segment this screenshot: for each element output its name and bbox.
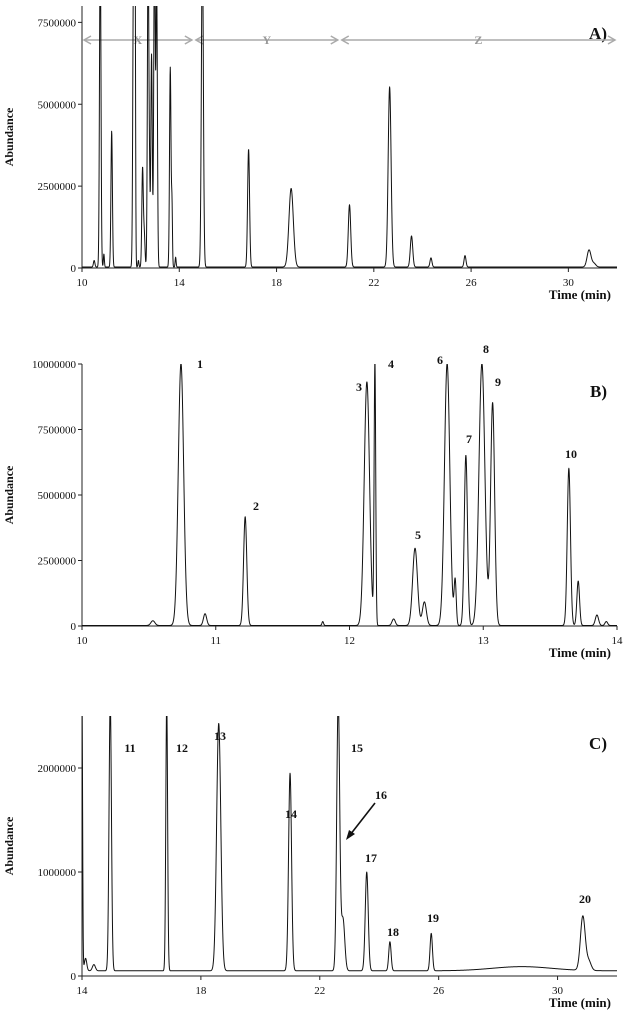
y-tick-label: 7500000 xyxy=(38,425,77,437)
y-tick-label: 5000000 xyxy=(38,490,77,502)
region-label: X xyxy=(134,33,143,47)
x-tick-label: 14 xyxy=(77,985,89,997)
x-tick-label: 22 xyxy=(368,277,379,289)
peak-label: 5 xyxy=(415,528,421,542)
y-tick-label: 2500000 xyxy=(38,181,77,193)
x-axis-title: Time (min) xyxy=(549,645,611,660)
y-tick-label: 0 xyxy=(71,621,77,633)
peak-label: 17 xyxy=(365,851,377,865)
panel-label: C) xyxy=(589,734,607,753)
panel-label: A) xyxy=(589,24,607,43)
peak-label: 11 xyxy=(124,741,135,755)
peak-label: 19 xyxy=(427,911,439,925)
y-tick-label: 1000000 xyxy=(38,867,77,879)
x-tick-label: 10 xyxy=(77,635,89,647)
chromatogram-trace xyxy=(82,716,617,972)
y-axis-title: Abundance xyxy=(2,107,16,166)
y-axis-title: Abundance xyxy=(2,816,16,875)
chromatogram-trace xyxy=(82,364,617,626)
region-arrow-head xyxy=(194,35,204,45)
peak-label: 13 xyxy=(214,729,226,743)
x-axis-title: Time (min) xyxy=(549,287,611,302)
peak-label: 10 xyxy=(565,447,577,461)
x-tick-label: 18 xyxy=(195,985,207,997)
x-tick-label: 12 xyxy=(344,635,355,647)
region-arrow-head xyxy=(330,35,340,45)
y-tick-label: 2000000 xyxy=(38,763,77,775)
peak-16-arrow-head xyxy=(346,830,355,840)
peak-label: 12 xyxy=(176,741,188,755)
region-label: Y xyxy=(262,33,271,47)
x-tick-label: 14 xyxy=(174,277,186,289)
peak-label: 16 xyxy=(375,788,387,802)
peak-label: 2 xyxy=(253,499,259,513)
peak-16-arrow-line xyxy=(349,802,376,836)
x-axis-title: Time (min) xyxy=(549,995,611,1010)
region-arrow-head xyxy=(607,35,617,45)
x-tick-label: 10 xyxy=(77,277,89,289)
x-tick-label: 13 xyxy=(478,635,490,647)
x-tick-label: 30 xyxy=(563,277,575,289)
y-tick-label: 5000000 xyxy=(38,99,77,111)
x-tick-label: 22 xyxy=(314,985,325,997)
peak-label: 18 xyxy=(387,925,399,939)
x-tick-label: 14 xyxy=(612,635,623,647)
chart-panel-c: 0 1000000 2000000 14 18 22 26 30 Abundance Time (… xyxy=(2,716,617,1010)
y-tick-label: 0 xyxy=(71,263,77,275)
y-tick-label: 2500000 xyxy=(38,556,77,568)
peak-label: 7 xyxy=(466,432,472,446)
region-arrow-head xyxy=(340,35,350,45)
peak-label: 1 xyxy=(197,357,203,371)
x-tick-label: 18 xyxy=(271,277,283,289)
panel-label: B) xyxy=(590,382,607,401)
peak-label: 4 xyxy=(388,357,394,371)
peak-label: 9 xyxy=(495,375,501,389)
peak-label: 3 xyxy=(356,380,362,394)
peak-label: 20 xyxy=(579,892,591,906)
x-tick-label: 30 xyxy=(552,985,564,997)
y-tick-label: 7500000 xyxy=(38,17,77,29)
chart-panel-a: 0 2500000 5000000 7500000 10 14 18 22 26 30 Abunda… xyxy=(2,6,617,302)
chromatogram-trace xyxy=(82,6,617,268)
peak-label: 8 xyxy=(483,342,489,356)
x-tick-label: 11 xyxy=(210,635,221,647)
y-tick-label: 0 xyxy=(71,971,77,983)
peak-label: 14 xyxy=(285,807,297,821)
region-arrow-head xyxy=(82,35,92,45)
region-label: Z xyxy=(474,33,482,47)
region-arrow-head xyxy=(184,35,194,45)
peak-label: 6 xyxy=(437,353,443,367)
x-tick-label: 26 xyxy=(433,985,445,997)
peak-label: 15 xyxy=(351,741,363,755)
y-tick-label: 10000000 xyxy=(32,359,77,371)
x-tick-label: 26 xyxy=(466,277,478,289)
y-axis-title: Abundance xyxy=(2,465,16,524)
